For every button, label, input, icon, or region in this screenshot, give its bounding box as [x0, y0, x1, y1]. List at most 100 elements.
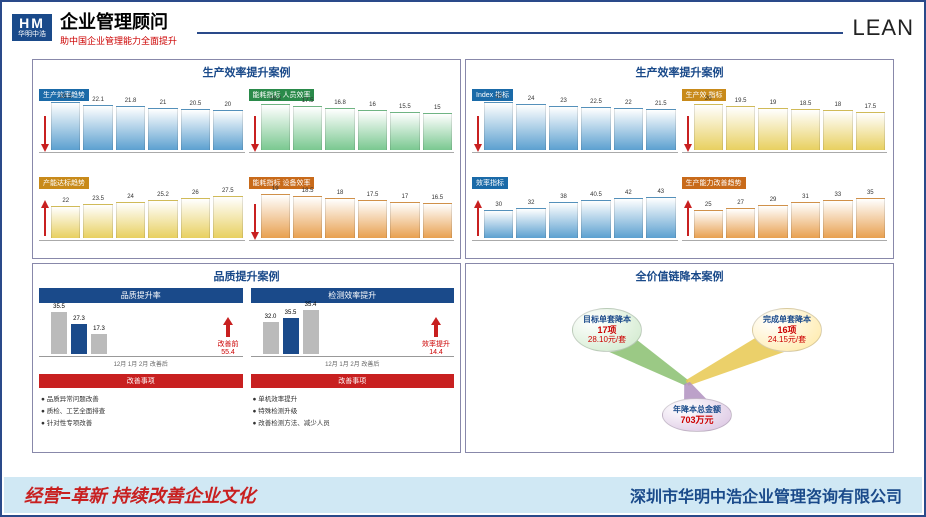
bar-value: 22 [62, 198, 69, 204]
chart-bar: 20 [694, 104, 723, 150]
chart-bar: 32 [516, 208, 545, 238]
node-name: 完成单套降本 [763, 315, 811, 325]
mini-chart: 生产效率趋势 23.522.121.82120.520 [39, 84, 245, 168]
bullet-item: 特殊检测升级 [253, 404, 455, 416]
chart-bar: 22 [614, 108, 643, 150]
chart-bar: 27 [726, 208, 755, 238]
bar-value: 23 [560, 98, 567, 104]
chart-label: 产能达标趋势 [39, 177, 89, 189]
bar-value: 43 [657, 189, 664, 195]
cost-node-left: 目标单套降本 17项 28.10元/套 [572, 308, 642, 352]
footer: 经营=革新 持续改善企业文化 深圳市华明中浩企业管理咨询有限公司 [4, 477, 922, 513]
chart-bar: 19 [261, 194, 290, 238]
panel-title: 生产效率提升案例 [472, 64, 887, 80]
chart-bar: 40.5 [581, 200, 610, 238]
bar-value: 23.5 [92, 196, 104, 202]
chart-label: Index 指标 [472, 89, 513, 101]
bar-value: 27.3 [73, 316, 85, 322]
node-value-1: 703万元 [673, 415, 721, 426]
bar-value: 32.0 [265, 314, 277, 320]
quality-column: 检测效率提升 32.035.535.4 效率提升 14.4 12月 1月 2月 … [251, 288, 455, 450]
bar-value: 19 [770, 100, 777, 106]
divider-line [197, 22, 843, 34]
cost-node-right: 完成单套降本 16项 24.15元/套 [752, 308, 822, 352]
bar-value: 24 [528, 96, 535, 102]
chart-bar: 30 [484, 210, 513, 238]
red-label: 改善事项 [251, 374, 455, 388]
bar-value: 32 [528, 200, 535, 206]
bar-value: 22 [625, 100, 632, 106]
arrow-label: 效率提升 14.4 [422, 317, 450, 356]
trend-arrow-icon [41, 113, 49, 150]
chart-bar: 16.8 [325, 108, 354, 150]
quality-bar: 17.3 [91, 334, 107, 354]
chart-bar: 20.5 [181, 109, 210, 150]
bullet-list: 品质异常问题改善质检、工艺全面排查针对性专项改善 [39, 392, 243, 428]
bar-value: 26 [192, 190, 199, 196]
bar-value: 21.8 [125, 98, 137, 104]
panel-title: 生产效率提升案例 [39, 64, 454, 80]
bar-value: 18.2 [269, 96, 281, 102]
chart-bar: 27.5 [213, 196, 242, 238]
chart-bars: 25242322.52221.5 [472, 103, 678, 153]
mini-chart: 生产能力改善趋势 252729313335 [682, 172, 888, 256]
quality-chart: 35.527.317.3 改善前 55.4 [39, 307, 243, 357]
chart-bar: 35 [856, 198, 885, 238]
bar-value: 15.5 [399, 104, 411, 110]
bar-value: 18 [337, 190, 344, 196]
bar-value: 25 [495, 94, 502, 100]
bar-value: 40.5 [590, 192, 602, 198]
chart-bar: 21.5 [646, 109, 675, 150]
bar-value: 23.5 [60, 94, 72, 100]
chart-bar: 23.5 [83, 204, 112, 238]
chart-bar: 38 [549, 202, 578, 238]
node-value-2: 28.10元/套 [583, 335, 631, 345]
panel-efficiency-2: 生产效率提升案例 Index 指标 25242322.52221.5 生产效 指… [465, 59, 894, 259]
bar-value: 18 [835, 102, 842, 108]
bullet-item: 质检、工艺全面排查 [41, 404, 243, 416]
bar-value: 18.5 [800, 101, 812, 107]
panel-efficiency-1: 生产效率提升案例 生产效率趋势 23.522.121.82120.520 能耗指… [32, 59, 461, 259]
quality-chart-title: 品质提升率 [39, 288, 243, 303]
header: HM 华明中浩 企业管理顾问 助中国企业管理能力全面提升 LEAN [2, 2, 924, 53]
logo-text-bottom: 华明中浩 [18, 31, 46, 39]
bar-value: 19 [272, 186, 279, 192]
quality-chart: 32.035.535.4 效率提升 14.4 [251, 307, 455, 357]
bullet-item: 针对性专项改善 [41, 416, 243, 428]
bar-value: 42 [625, 190, 632, 196]
bar-value: 17.3 [93, 326, 105, 332]
chart-bar: 25 [694, 210, 723, 238]
panel-cost: 全价值链降本案例 目标单套降本 17项 28.10元/套 完成单套降本 16项 … [465, 263, 894, 453]
chart-bar: 24 [516, 104, 545, 150]
chart-bar: 31 [791, 202, 820, 238]
trend-arrow-icon [684, 113, 692, 150]
bar-value: 21.5 [655, 101, 667, 107]
bar-value: 22.5 [590, 99, 602, 105]
panel-title: 品质提升案例 [39, 268, 454, 284]
footer-slogan: 经营=革新 持续改善企业文化 [24, 482, 256, 508]
bar-value: 27 [737, 200, 744, 206]
chart-bar: 17.5 [358, 200, 387, 238]
mini-chart: Index 指标 25242322.52221.5 [472, 84, 678, 168]
chart-bar: 18 [325, 198, 354, 238]
quality-columns: 品质提升率 35.527.317.3 改善前 55.4 12月 1月 2月 改善… [39, 288, 454, 450]
bar-value: 27.5 [222, 188, 234, 194]
chart-bar: 15 [423, 113, 452, 150]
bar-value: 25 [705, 202, 712, 208]
node-value-1: 17项 [583, 325, 631, 336]
node-name: 目标单套降本 [583, 315, 631, 325]
panel-title: 全价值链降本案例 [472, 268, 887, 284]
page: HM 华明中浩 企业管理顾问 助中国企业管理能力全面提升 LEAN 生产效率提升… [0, 0, 926, 517]
bar-value: 20 [224, 102, 231, 108]
chart-bar: 20 [213, 110, 242, 150]
arrow-text: 效率提升 [422, 341, 450, 348]
chart-bars: 2019.51918.51817.5 [682, 103, 888, 153]
axis-labels: 12月 1月 2月 改善后 [251, 357, 455, 370]
node-ellipse: 完成单套降本 16项 24.15元/套 [752, 308, 822, 352]
chart-bar: 25 [484, 102, 513, 150]
chart-bar: 26 [181, 198, 210, 238]
bar-value: 17.5 [367, 192, 379, 198]
chart-bar: 33 [823, 200, 852, 238]
bar-value: 35 [867, 190, 874, 196]
chart-bar: 17 [390, 202, 419, 238]
